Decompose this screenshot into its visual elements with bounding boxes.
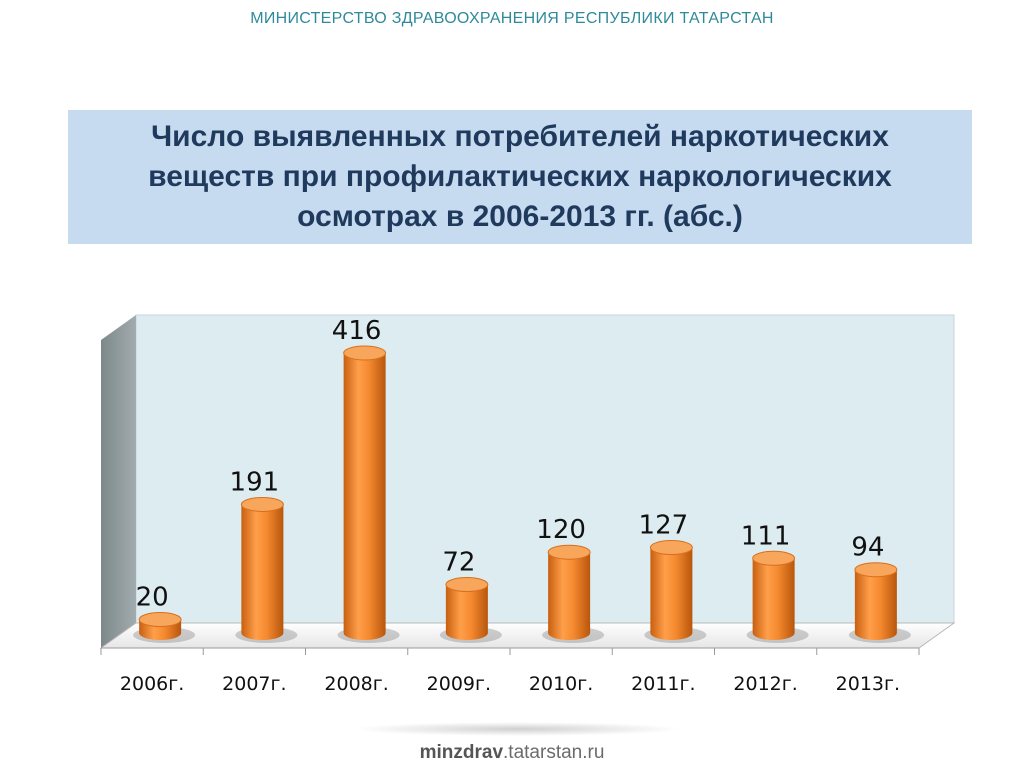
bar: [235, 496, 298, 643]
bar-top: [445, 577, 489, 593]
bar-top: [547, 544, 591, 560]
x-tick-label: 2006г.: [120, 673, 184, 695]
bar-body: [548, 552, 591, 640]
bar: [542, 544, 605, 643]
footer-url: minzdrav.tatarstan.ru: [0, 742, 1024, 764]
data-label: 127: [639, 511, 689, 541]
bar-body: [445, 584, 488, 640]
x-tick-label: 2012г.: [733, 673, 797, 695]
title-box: Число выявленных потребителей наркотичес…: [68, 110, 972, 244]
bar: [133, 612, 196, 643]
plot-floor: [99, 622, 956, 649]
bar-top: [854, 562, 898, 578]
x-tick-label: 2008г.: [324, 673, 388, 695]
data-label: 120: [536, 515, 586, 545]
x-tick-label: 2011г.: [631, 673, 695, 695]
x-tick-label: 2009г.: [427, 673, 491, 695]
x-tick-label: 2010г.: [529, 673, 593, 695]
data-label: 72: [442, 548, 475, 578]
ministry-header: МИНИСТЕРСТВО ЗДРАВООХРАНЕНИЯ РЕСПУБЛИКИ …: [250, 10, 774, 27]
bar-top: [752, 550, 796, 566]
data-label: 191: [230, 467, 280, 497]
bar-body: [241, 504, 284, 640]
bar: [337, 345, 400, 643]
bar: [644, 540, 707, 643]
bar-body: [343, 353, 386, 640]
footer-url-rest: .tatarstan.ru: [503, 742, 605, 763]
chart-title: Число выявленных потребителей наркотичес…: [148, 120, 892, 233]
footer-url-bold: minzdrav: [419, 742, 504, 763]
bar-top: [138, 612, 182, 628]
plot-side-wall: [101, 315, 136, 648]
bar-top: [343, 345, 387, 361]
data-label: 20: [136, 583, 169, 613]
bar-body: [650, 547, 693, 640]
bar: [746, 550, 809, 643]
data-label: 111: [741, 521, 791, 551]
x-tick-label: 2007г.: [222, 673, 286, 695]
footer-shadow: [352, 722, 682, 736]
bar-top: [240, 496, 284, 512]
bar-body: [854, 569, 897, 640]
bar: [439, 577, 502, 643]
data-label: 416: [332, 316, 382, 346]
x-tick-label: 2013г.: [836, 673, 900, 695]
data-label: 94: [851, 533, 884, 563]
bar-body: [752, 558, 795, 640]
bar-top: [649, 540, 693, 556]
bar: [848, 562, 911, 643]
